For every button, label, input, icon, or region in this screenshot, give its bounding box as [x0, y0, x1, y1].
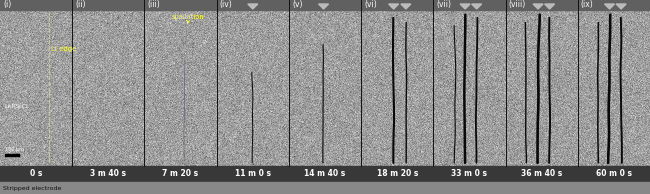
Polygon shape: [318, 4, 328, 9]
Text: Stripped electrode: Stripped electrode: [3, 186, 61, 191]
Text: 60 m 0 s: 60 m 0 s: [596, 170, 632, 178]
Bar: [0, 0, 650, 10]
Text: (iii): (iii): [148, 1, 160, 10]
Polygon shape: [460, 4, 470, 9]
Text: 7 m 20 s: 7 m 20 s: [162, 170, 199, 178]
Text: (v): (v): [292, 1, 302, 10]
Text: Li edge: Li edge: [51, 46, 77, 52]
Text: 0 s: 0 s: [30, 170, 42, 178]
Text: Li₆PS₅Cl: Li₆PS₅Cl: [4, 104, 28, 109]
Polygon shape: [248, 4, 258, 9]
Text: (viii): (viii): [508, 1, 526, 10]
Polygon shape: [533, 4, 543, 9]
Text: (i): (i): [3, 1, 11, 10]
Text: spallation: spallation: [172, 14, 205, 23]
Polygon shape: [401, 4, 411, 9]
Text: (ix): (ix): [581, 1, 593, 10]
Text: (iv): (iv): [220, 1, 233, 10]
Polygon shape: [616, 4, 626, 9]
Polygon shape: [389, 4, 398, 9]
Text: 11 m 0 s: 11 m 0 s: [235, 170, 271, 178]
Text: 33 m 0 s: 33 m 0 s: [452, 170, 488, 178]
Text: 14 m 40 s: 14 m 40 s: [304, 170, 346, 178]
Polygon shape: [545, 4, 554, 9]
Polygon shape: [472, 4, 482, 9]
Text: 3 m 40 s: 3 m 40 s: [90, 170, 126, 178]
Text: 36 m 40 s: 36 m 40 s: [521, 170, 562, 178]
Bar: [0, 182, 650, 194]
Bar: [0, 166, 650, 182]
Text: (vii): (vii): [436, 1, 451, 10]
Text: 18 m 20 s: 18 m 20 s: [376, 170, 418, 178]
Text: 100 μm: 100 μm: [5, 147, 24, 152]
Text: (vi): (vi): [364, 1, 377, 10]
Polygon shape: [604, 4, 614, 9]
Text: (ii): (ii): [75, 1, 86, 10]
